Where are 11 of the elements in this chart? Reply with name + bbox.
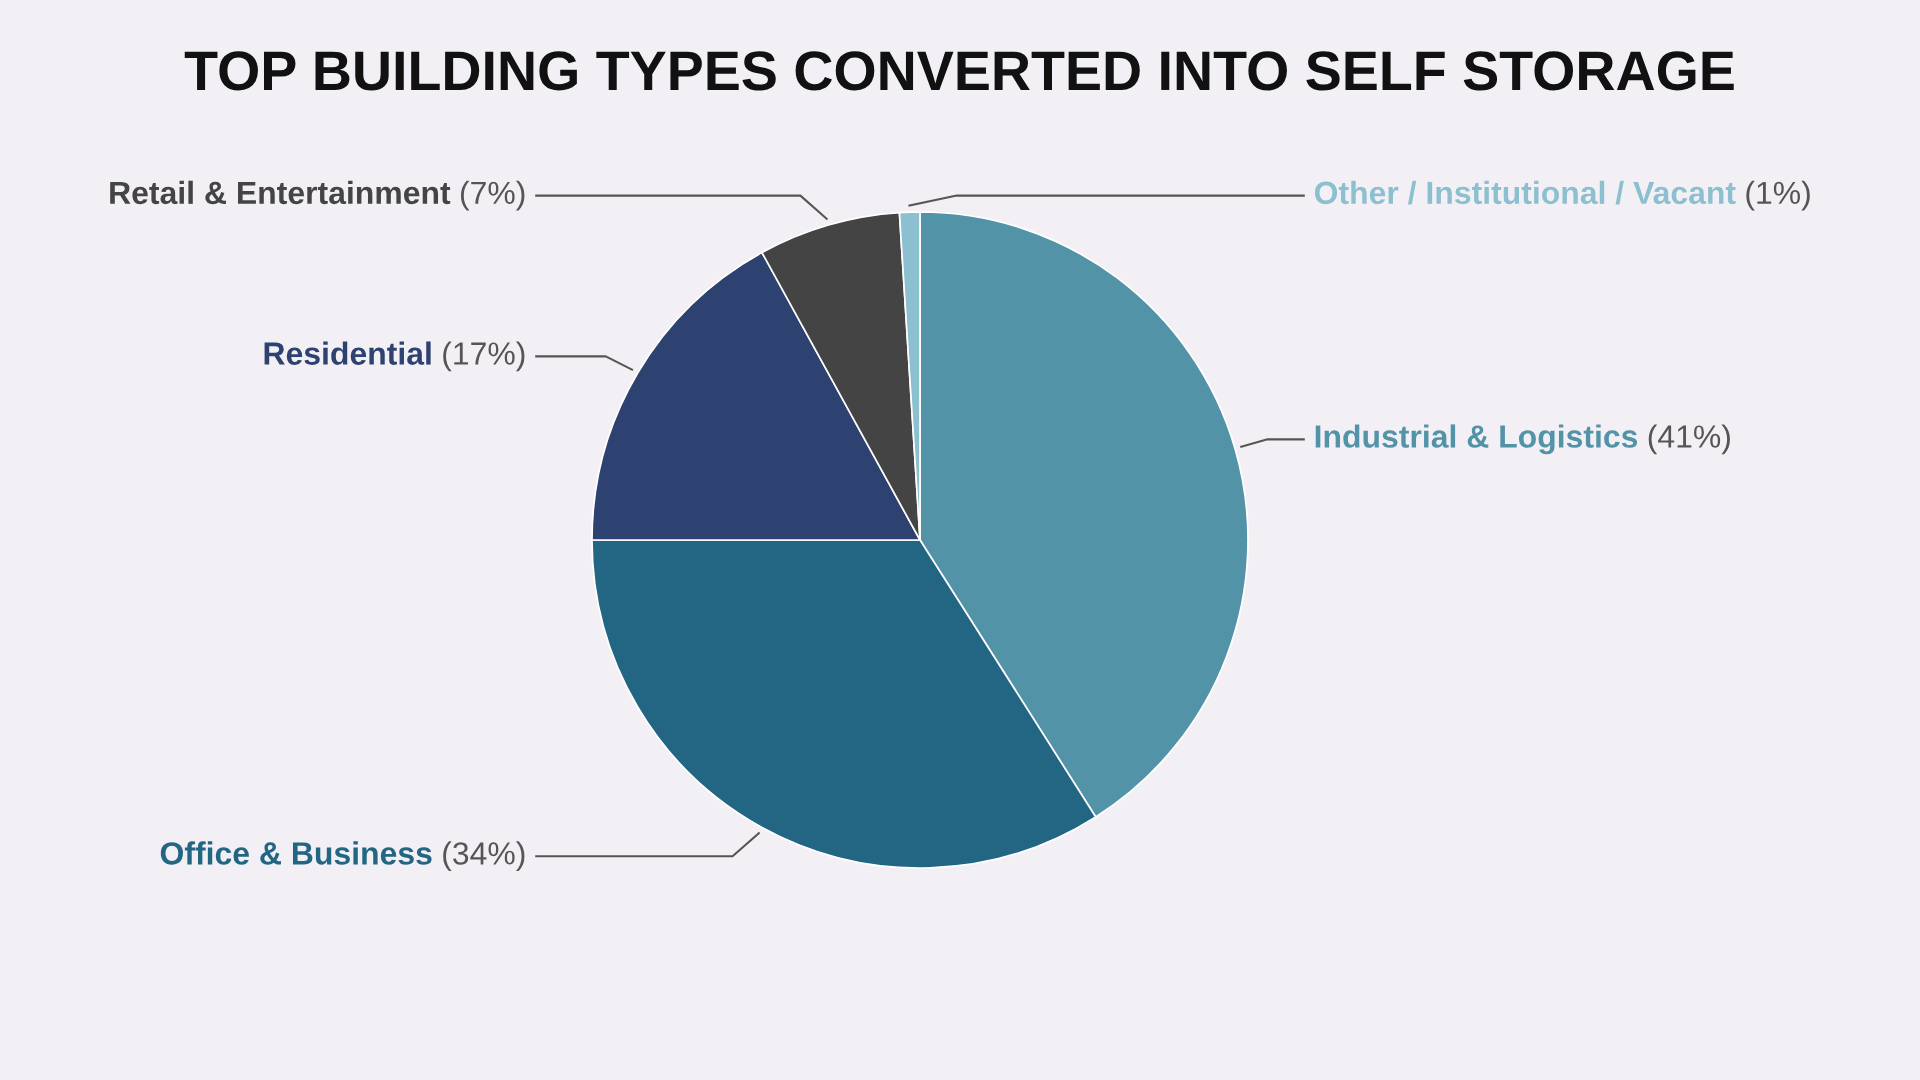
data-label: (7%) <box>460 180 525 211</box>
slice-label: Industrial & Logistics <box>1315 424 1638 455</box>
data-label: (34%) <box>443 841 525 872</box>
chart-title: TOP BUILDING TYPES CONVERTED INTO SELF STORAGE <box>184 51 1734 91</box>
data-label: (41%) <box>1648 424 1730 455</box>
slice-label: Residential <box>264 341 431 365</box>
slice-label: Other / Institutional / Vacant <box>1314 180 1736 205</box>
slice-label: Office & Business <box>160 841 432 865</box>
slice-label: Retail & Entertainment <box>110 180 451 205</box>
data-label: (17%) <box>443 341 525 372</box>
data-label: (1%) <box>1746 180 1810 211</box>
